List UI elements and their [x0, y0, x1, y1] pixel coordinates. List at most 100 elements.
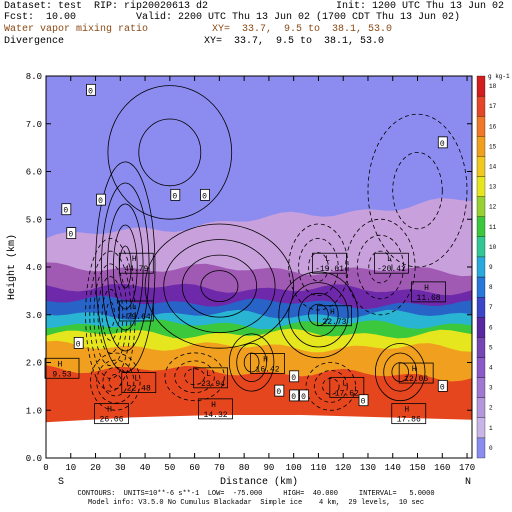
extremum-label: L17.62	[329, 376, 365, 398]
divergence-contour	[308, 252, 329, 282]
divergence-contour	[163, 239, 276, 334]
extremum-type: H	[107, 406, 112, 415]
extremum-label: H26.06	[94, 403, 129, 425]
zero-contour-label: 0	[437, 136, 448, 149]
colorbar-label: 12	[489, 204, 497, 211]
divergence-contour	[138, 118, 202, 187]
divergence-contour	[367, 113, 468, 268]
y-axis-label: Height (km)	[6, 234, 18, 300]
extremum-value: 44.79	[124, 265, 148, 274]
extremum-label: L-19.61	[312, 252, 347, 274]
colorbar-label: 0	[489, 445, 493, 452]
extremum-value: -19.61	[315, 265, 344, 274]
y-tick-label: 4.0	[26, 263, 42, 273]
colorbar-swatch	[476, 297, 486, 318]
terrain	[46, 415, 472, 458]
colorbar-swatch	[476, 236, 486, 258]
extremum-value: 14.32	[204, 411, 228, 420]
divergence-contour	[228, 333, 275, 392]
extremum-value: 17.62	[335, 389, 359, 398]
colorbar-label: 13	[489, 184, 497, 191]
x-tick-label: 120	[335, 463, 351, 473]
extremum-value: 11.68	[417, 294, 441, 303]
divergence-contour	[375, 343, 426, 402]
extremum-type: H	[211, 401, 216, 410]
zero-contour-label: 0	[61, 203, 72, 216]
svg-text:0: 0	[202, 192, 207, 201]
divergence-contour	[392, 152, 443, 230]
divergence-contour	[313, 370, 348, 403]
x-tick-label: 170	[459, 463, 475, 473]
colorbar-label: 17	[489, 103, 497, 110]
zero-contour-label: 0	[289, 370, 300, 383]
colorbar-swatch	[476, 256, 486, 278]
south-label: S	[58, 477, 64, 488]
colorbar-swatch	[476, 317, 486, 338]
x-axis-label: Distance (km)	[220, 476, 298, 488]
x-tick-label: 150	[409, 463, 425, 473]
field-xy-label: XY= 33.7, 9.5 to 38.1, 53.0	[212, 24, 393, 35]
colorbar-swatch	[476, 417, 486, 439]
divergence-contour	[89, 250, 132, 379]
extremum-value: -20.42	[377, 265, 406, 274]
zero-contour-label: 0	[289, 389, 300, 402]
colorbar-unit: g kg-1	[488, 73, 510, 80]
colorbar-swatch	[476, 156, 486, 177]
divergence-contour	[105, 301, 115, 328]
x-tick-label: 20	[90, 463, 101, 473]
divergence-contour	[101, 288, 120, 341]
colorbar-swatch	[476, 357, 486, 378]
svg-text:0: 0	[68, 231, 73, 240]
divergence-contour	[298, 237, 339, 296]
extremum-label: H9.53	[44, 357, 80, 379]
divergence-contour	[102, 366, 129, 397]
colorbar-label: 18	[489, 83, 497, 90]
extremum-type: H	[263, 356, 268, 365]
colorbar-label: 7	[489, 304, 493, 311]
colorbar-label: 8	[489, 284, 493, 291]
extremum-value: 16.42	[256, 366, 280, 375]
colorbar-label: 4	[489, 365, 493, 372]
divergence-contour	[85, 237, 136, 392]
zero-contour-label: 0	[86, 83, 96, 96]
overlay-field-label: Divergence	[4, 36, 65, 47]
extremum-value: 17.86	[397, 416, 421, 425]
extremum-value: 9.53	[52, 370, 71, 379]
divergence-contour	[144, 223, 295, 349]
divergence-contour	[368, 250, 393, 284]
extremum-value: -23.94	[196, 380, 225, 389]
colorbar-label: 5	[489, 344, 493, 351]
extremum-value: 12.06	[404, 375, 428, 384]
divergence-contour	[93, 263, 128, 367]
colorbar-label: 3	[489, 385, 493, 392]
x-tick-label: 60	[189, 463, 200, 473]
zero-contour-label: 0	[358, 394, 369, 407]
svg-text:0: 0	[440, 140, 445, 149]
colorbar-swatch	[476, 136, 486, 157]
colorbar-swatch	[476, 276, 486, 298]
zero-contour-label: 0	[73, 336, 84, 349]
x-tick-label: 0	[43, 463, 48, 473]
extremum-type: L	[342, 379, 347, 388]
extremum-type: H	[424, 284, 429, 293]
valid-time-label: Valid: 2200 UTC Thu 13 Jun 02 (1700 CDT …	[136, 12, 461, 23]
zero-contour-label: 0	[96, 193, 106, 206]
divergence-contour	[164, 352, 225, 402]
y-tick-label: 8.0	[26, 72, 42, 82]
init-label: Init: 1200 UTC Thu 13 Jun 02	[336, 1, 505, 12]
divergence-contour	[298, 292, 339, 337]
divergence-contour	[101, 182, 150, 352]
extremum-type: H	[58, 360, 63, 369]
divergence-contour	[96, 359, 135, 404]
extremum-label: L22.48	[121, 372, 157, 394]
svg-text:0: 0	[361, 398, 366, 407]
extremum-label: L-20.42	[374, 252, 409, 274]
x-tick-label: 70	[214, 463, 225, 473]
colorbar-swatch	[476, 337, 486, 358]
north-label: N	[465, 477, 471, 488]
extremum-label: H17.86	[391, 403, 427, 425]
y-tick-label: 7.0	[26, 120, 42, 130]
extremum-type: H	[132, 255, 137, 264]
x-tick-label: 140	[385, 463, 401, 473]
